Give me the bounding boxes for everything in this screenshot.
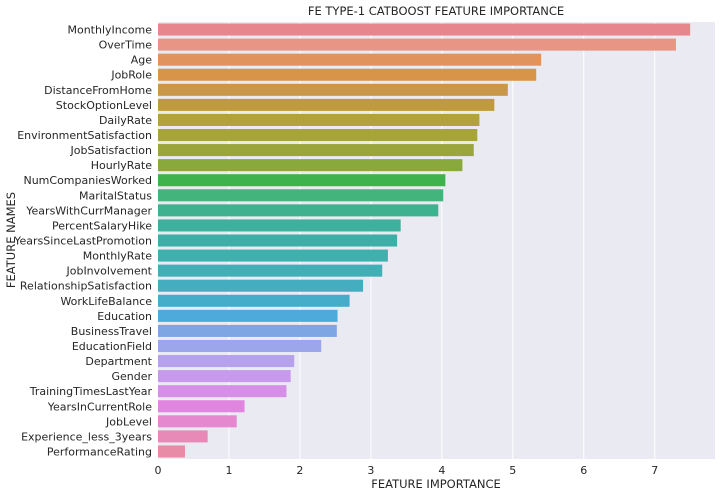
bar-EducationField: [158, 339, 322, 353]
bar-BusinessTravel: [158, 324, 337, 337]
y-tick-label: Experience_less_3years: [21, 430, 152, 443]
y-tick-label: JobLevel: [105, 415, 152, 428]
bar-PerformanceRating: [158, 445, 185, 458]
bar-PercentSalaryHike: [158, 219, 401, 232]
y-tick-label: MonthlyIncome: [67, 24, 152, 37]
bar-JobLevel: [158, 415, 237, 428]
y-tick-label: EducationField: [72, 340, 152, 353]
bar-OverTime: [158, 38, 676, 51]
y-tick-label: EnvironmentSatisfaction: [17, 129, 152, 142]
bar-MonthlyIncome: [158, 23, 691, 36]
bar-MonthlyRate: [158, 249, 388, 262]
y-axis-label: FEATURE NAMES: [4, 192, 18, 288]
y-tick-label: JobRole: [110, 69, 152, 82]
bar-YearsSinceLastPromotion: [158, 234, 398, 247]
bar-Experience_less_3years: [158, 430, 208, 443]
y-tick-label: HourlyRate: [91, 159, 153, 172]
bar-StockOptionLevel: [158, 98, 495, 111]
bar-JobRole: [158, 68, 537, 81]
y-tick-label: NumCompaniesWorked: [23, 174, 152, 187]
y-tick-labels: MonthlyIncome OverTime Age JobRole DistanceF…: [13, 24, 152, 459]
bar-Gender: [158, 370, 291, 383]
bar-DailyRate: [158, 113, 480, 126]
x-tick-label: 5: [509, 464, 516, 477]
bar-WorkLifeBalance: [158, 294, 350, 307]
bar-MaritalStatus: [158, 189, 444, 202]
y-tick-label: BusinessTravel: [71, 325, 152, 338]
bars: [158, 23, 691, 458]
bar-JobSatisfaction: [158, 144, 474, 157]
y-tick-label: WorkLifeBalance: [60, 295, 152, 308]
bar-RelationshipSatisfaction: [158, 279, 364, 292]
x-tick-label: 2: [296, 464, 303, 477]
y-tick-label: Department: [85, 355, 152, 368]
y-tick-label: Gender: [111, 370, 152, 383]
bar-YearsWithCurrManager: [158, 204, 439, 217]
y-tick-label: YearsWithCurrManager: [25, 204, 152, 217]
x-tick-labels: 0 1 2 3 4 5 6 7: [155, 464, 659, 477]
y-tick-label: JobSatisfaction: [69, 144, 152, 157]
y-tick-label: Age: [131, 54, 153, 67]
x-tick-label: 0: [155, 464, 162, 477]
x-axis-label: FEATURE IMPORTANCE: [371, 477, 501, 491]
bar-Age: [158, 53, 542, 66]
x-tick-label: 6: [580, 464, 587, 477]
x-tick-label: 1: [225, 464, 232, 477]
bar-TrainingTimesLastYear: [158, 385, 287, 398]
y-tick-label: YearsInCurrentRole: [47, 400, 152, 413]
y-tick-label: PerformanceRating: [47, 445, 152, 458]
y-tick-label: OverTime: [99, 39, 153, 52]
bar-EnvironmentSatisfaction: [158, 128, 478, 142]
bar-DistanceFromHome: [158, 83, 508, 96]
y-tick-label: MaritalStatus: [79, 189, 152, 202]
bar-HourlyRate: [158, 159, 463, 172]
x-tick-label: 4: [438, 464, 445, 477]
y-tick-label: JobInvolvement: [65, 265, 152, 278]
bar-Department: [158, 355, 295, 368]
y-tick-label: DailyRate: [99, 114, 152, 127]
y-tick-label: RelationshipSatisfaction: [20, 280, 152, 293]
y-tick-label: PercentSalaryHike: [52, 219, 152, 232]
x-tick-label: 3: [367, 464, 374, 477]
y-tick-label: StockOptionLevel: [56, 99, 152, 112]
bar-Education: [158, 309, 338, 322]
y-tick-label: YearsSinceLastPromotion: [13, 235, 152, 248]
y-tick-label: Education: [97, 310, 152, 323]
y-tick-label: TrainingTimesLastYear: [29, 385, 153, 398]
y-tick-label: MonthlyRate: [83, 250, 152, 263]
bar-JobInvolvement: [158, 264, 383, 277]
bar-YearsInCurrentRole: [158, 400, 245, 413]
bar-NumCompaniesWorked: [158, 174, 446, 187]
chart-title: FE TYPE-1 CATBOOST FEATURE IMPORTANCE: [308, 4, 564, 18]
x-tick-label: 7: [651, 464, 658, 477]
y-tick-label: DistanceFromHome: [44, 84, 152, 97]
